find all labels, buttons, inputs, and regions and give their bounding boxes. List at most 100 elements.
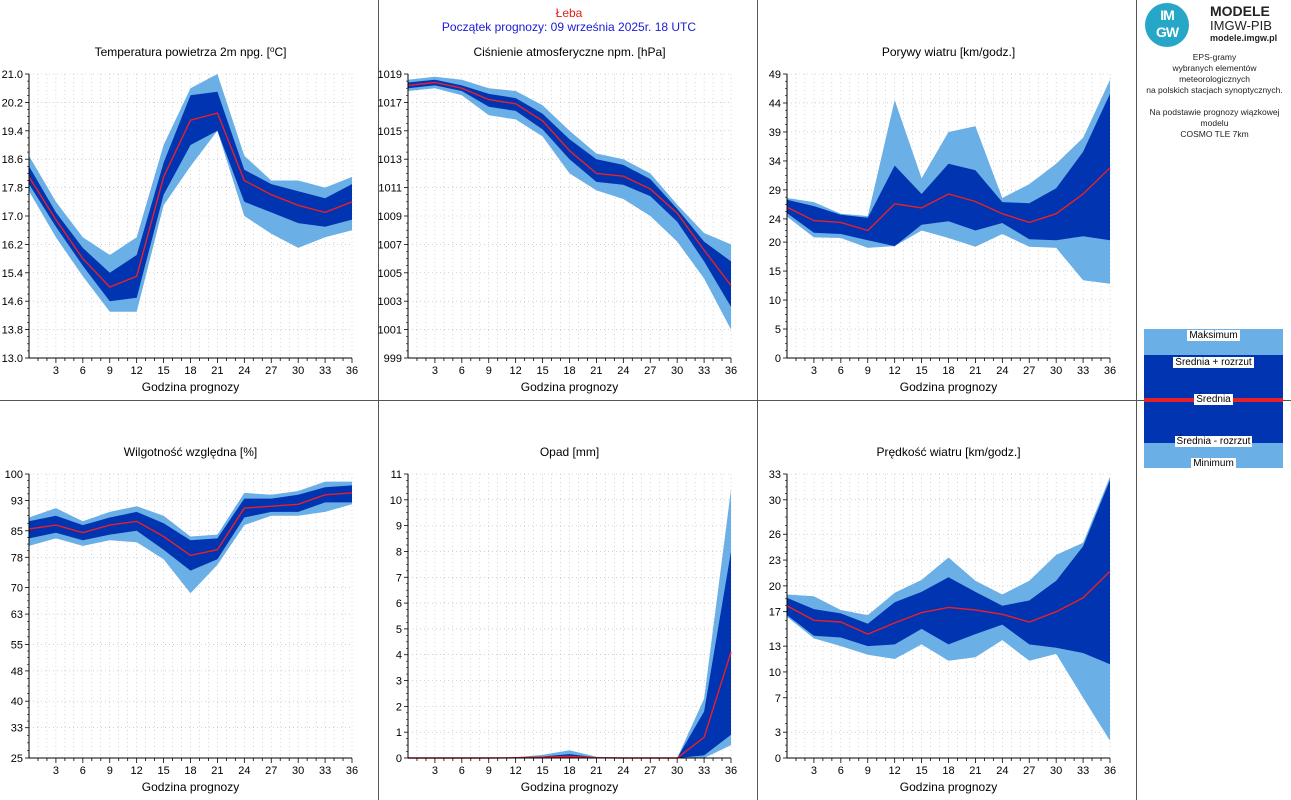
x-tick-label: 18 [942,365,954,377]
y-tick-label: 25 [11,753,23,765]
band-legend: Maksimum Średnia + rozrzut Średnia Średn… [1144,329,1283,469]
series-spread-band [408,551,731,758]
y-tick-label: 70 [11,583,23,595]
x-tick-label: 3 [53,765,59,777]
y-tick-label: 18.6 [2,154,23,166]
y-tick-label: 78 [11,552,23,564]
y-tick-label: 2 [396,701,402,713]
grid [787,73,1111,359]
legend-mean-minus-label: Średnia - rozrzut [1174,436,1253,447]
x-axis-label: Godzina prognozy [142,380,239,394]
x-tick-label: 9 [865,365,871,377]
x-tick-label: 18 [184,765,196,777]
x-tick-label: 15 [536,765,548,777]
x-tick-label: 18 [942,765,954,777]
x-tick-label: 3 [811,365,817,377]
imgw-logo: IM GW [1142,2,1288,47]
logo-abbr-bottom: GW [1155,24,1179,40]
x-tick-label: 27 [644,365,656,377]
y-tick-label: 20.2 [2,97,23,109]
y-tick-label: 40 [11,696,23,708]
y-tick-label: 3 [396,676,402,688]
grid [29,473,353,759]
x-tick-label: 36 [725,765,737,777]
y-tick-label: 20 [769,237,781,249]
series-mean-line [407,81,732,287]
y-tick-label: 1019 [378,69,402,81]
legend-max-label: Maksimum [1187,330,1240,341]
x-tick-label: 36 [346,365,358,377]
y-tick-label: 39 [769,127,781,139]
x-tick-label: 9 [486,365,492,377]
x-tick-label: 12 [510,365,522,377]
x-tick-label: 24 [238,765,250,777]
x-tick-label: 33 [698,365,710,377]
y-tick-label: 1007 [378,239,402,251]
y-tick-label: 13.8 [2,325,23,337]
logo-line-2: IMGW-PIB [1210,18,1272,33]
x-tick-label: 12 [889,365,901,377]
y-tick-label: 1003 [378,296,402,308]
y-tick-label: 9 [396,521,402,533]
x-tick-label: 15 [536,365,548,377]
series-mean-line [28,492,353,557]
y-tick-label: 11 [391,469,402,481]
x-tick-label: 27 [1023,365,1035,377]
y-tick-label: 30 [769,495,781,507]
x-tick-label: 12 [131,765,143,777]
x-tick-label: 6 [80,765,86,777]
chart-title: Ciśnienie atmosferyczne npm. [hPa] [473,45,665,59]
station-name: Łeba [555,6,583,20]
temperature-chart: Temperatura powietrza 2m npg. [oC]3 6 9 12 1… [2,45,359,394]
info-line-5: COSMO TLE 7km [1180,129,1249,139]
series-spread-band [787,93,1110,247]
y-tick-label: 10 [390,495,402,507]
x-tick-label: 15 [157,765,169,777]
chart-title: Porywy wiatru [km/godz.] [882,45,1015,59]
x-tick-label: 21 [211,365,223,377]
chart-title: Opad [mm] [540,445,599,459]
y-tick-label: 5 [396,624,402,636]
x-tick-label: 36 [346,765,358,777]
logo-line-3: modele.imgw.pl [1210,33,1278,43]
x-axis-label: Godzina prognozy [521,780,618,794]
series-mean-line [28,112,353,288]
x-tick-label: 36 [725,365,737,377]
y-tick-label: 29 [769,185,781,197]
x-tick-label: 33 [319,365,331,377]
y-tick-label: 34 [769,156,781,168]
x-tick-label: 3 [432,365,438,377]
y-tick-label: 49 [769,69,781,81]
y-tick-label: 1015 [378,126,402,138]
y-tick-label: 17.0 [2,211,23,223]
y-tick-label: 63 [11,609,23,621]
y-tick-label: 17.8 [2,183,23,195]
humidity-chart: Wilgotność względna [%]3 6 9 12 15 18 21 24 27 30… [5,445,358,794]
series-spread-band [787,480,1110,665]
y-tick-label: 1013 [378,154,402,166]
x-tick-label: 33 [698,765,710,777]
x-tick-label: 3 [811,765,817,777]
grid [29,73,353,359]
x-tick-label: 27 [265,365,277,377]
precipitation-chart: Opad [mm]3 6 9 12 15 18 21 24 27 30 33 360123456789… [390,445,737,794]
forecast-header: Łeba Początek prognozy: 09 września 2025… [380,6,758,34]
y-tick-label: 14.6 [2,296,23,308]
x-axis-label: Godzina prognozy [900,780,997,794]
y-tick-label: 13 [769,641,781,653]
x-axis-label: Godzina prognozy [521,380,618,394]
series-mean-line [786,570,1111,635]
x-tick-label: 27 [644,765,656,777]
x-tick-label: 33 [319,765,331,777]
x-tick-label: 12 [510,765,522,777]
x-tick-label: 6 [80,365,86,377]
y-tick-label: 20 [769,581,781,593]
x-tick-label: 6 [459,365,465,377]
chart-title: Prędkość wiatru [km/godz.] [876,445,1020,459]
y-tick-label: 33 [769,469,781,481]
y-tick-label: 16.2 [2,239,23,251]
x-tick-label: 24 [617,365,629,377]
x-tick-label: 6 [838,365,844,377]
x-tick-label: 9 [107,365,113,377]
